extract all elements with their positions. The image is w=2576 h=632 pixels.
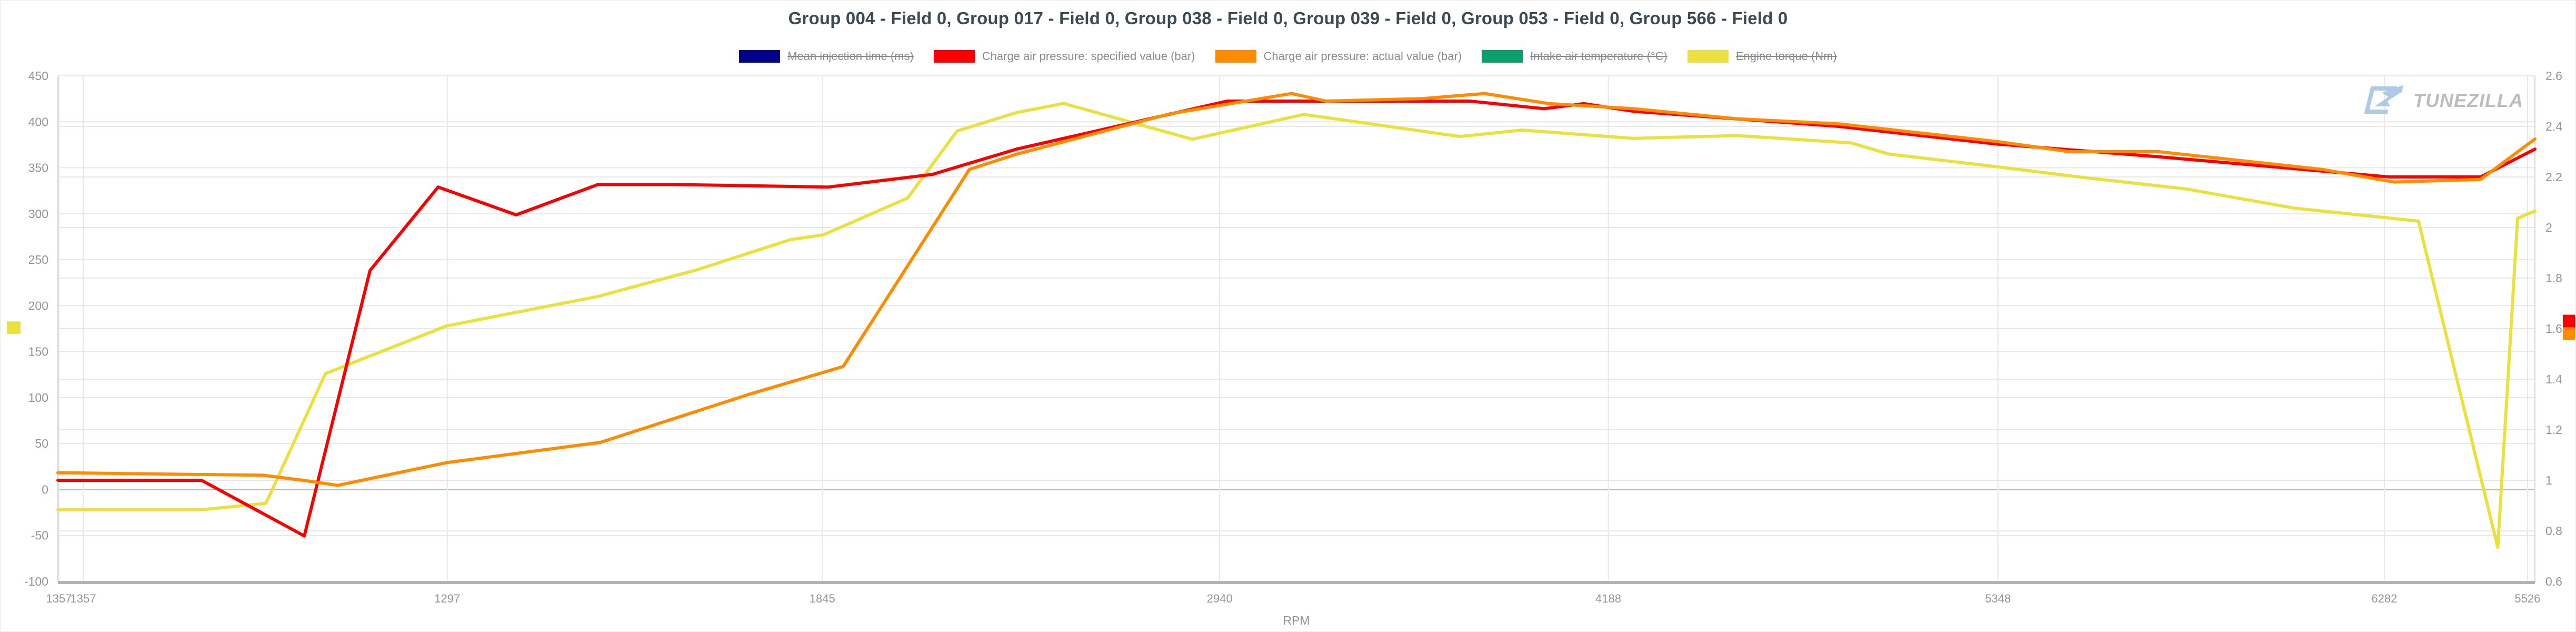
y-left-tick-50: 50 xyxy=(35,437,48,450)
x-tick-5: 4188 xyxy=(1595,592,1621,605)
legend-swatch xyxy=(933,50,975,63)
x-tick-2: 1297 xyxy=(434,592,460,605)
x-tick-4: 2940 xyxy=(1207,592,1233,605)
y-left-tick-150: 150 xyxy=(28,345,48,359)
axis-lines-group xyxy=(57,76,2535,584)
x-tick-1: 1357 xyxy=(71,592,96,605)
gridlines-group xyxy=(58,75,2535,582)
y-left-tick-300: 300 xyxy=(28,207,48,221)
y-left-tick-0: 0 xyxy=(42,482,48,496)
legend-label: Charge air pressure: actual value (bar) xyxy=(1263,50,1462,63)
y-left-tick-350: 350 xyxy=(28,161,48,175)
legend-item-0[interactable]: Mean injection time (ms) xyxy=(739,50,914,63)
x-axis-title: RPM xyxy=(1283,614,1310,627)
y-left-tick-100: 100 xyxy=(28,391,48,404)
y-right-tick-0.8: 0.8 xyxy=(2545,524,2562,538)
value-marker-0 xyxy=(7,321,21,334)
value-markers-group xyxy=(7,314,2575,340)
value-marker-1 xyxy=(2563,314,2575,328)
legend-swatch xyxy=(1482,50,1523,63)
y-left-tick-250: 250 xyxy=(28,253,48,266)
legend-item-2[interactable]: Charge air pressure: actual value (bar) xyxy=(1215,50,1462,63)
y-right-tick-1.6: 1.6 xyxy=(2545,322,2562,335)
legend-item-4[interactable]: Engine torque (Nm) xyxy=(1687,50,1837,63)
tick-labels-group: 450 400 350 300 250 200 150 100 50 0 -50 -100 2.6 2.4… xyxy=(24,69,2562,627)
x-tick-3: 1845 xyxy=(810,592,835,605)
y-right-tick-2.4: 2.4 xyxy=(2545,120,2562,133)
y-right-tick-1.4: 1.4 xyxy=(2545,372,2562,386)
legend-swatch xyxy=(1215,50,1256,63)
legend-item-3[interactable]: Intake air temperature (°C) xyxy=(1482,50,1668,63)
legend: Mean injection time (ms) Charge air pres… xyxy=(1,50,2575,63)
series-line-charge-air-pressure-actual-value-bar- xyxy=(56,92,2537,487)
y-right-tick-1: 1 xyxy=(2545,473,2552,487)
x-tick-6: 5348 xyxy=(1985,592,2011,605)
y-right-tick-1.8: 1.8 xyxy=(2545,271,2562,285)
y-right-tick-2.2: 2.2 xyxy=(2545,170,2562,184)
y-left-tick-450: 450 xyxy=(28,69,48,83)
x-tick-8: 5526 xyxy=(2514,592,2540,605)
legend-label: Charge air pressure: specified value (ba… xyxy=(982,50,1195,63)
value-marker-2 xyxy=(2563,327,2575,340)
legend-swatch xyxy=(739,50,781,63)
y-right-tick-2.6: 2.6 xyxy=(2545,69,2562,83)
y-right-tick-1.2: 1.2 xyxy=(2545,423,2562,437)
series-lines-group xyxy=(56,92,2537,549)
y-right-tick-0.6: 0.6 xyxy=(2545,575,2562,588)
legend-item-1[interactable]: Charge air pressure: specified value (ba… xyxy=(933,50,1195,63)
x-tick-7: 6282 xyxy=(2371,592,2397,605)
y-right-tick-2: 2 xyxy=(2545,221,2552,234)
y-left-tick--100: -100 xyxy=(24,575,48,588)
x-tick-0: 1357 xyxy=(46,592,72,605)
legend-label: Engine torque (Nm) xyxy=(1735,50,1837,63)
series-line-charge-air-pressure-specified-value-bar- xyxy=(56,100,2537,538)
y-left-tick-400: 400 xyxy=(28,115,48,129)
chart-title: Group 004 - Field 0, Group 017 - Field 0… xyxy=(788,8,1788,28)
series-line-engine-torque-nm- xyxy=(56,102,2537,549)
legend-swatch xyxy=(1687,50,1729,63)
y-left-tick--50: -50 xyxy=(31,529,48,542)
legend-label: Mean injection time (ms) xyxy=(787,50,914,63)
y-left-tick-200: 200 xyxy=(28,299,48,312)
legend-label: Intake air temperature (°C) xyxy=(1530,50,1668,63)
